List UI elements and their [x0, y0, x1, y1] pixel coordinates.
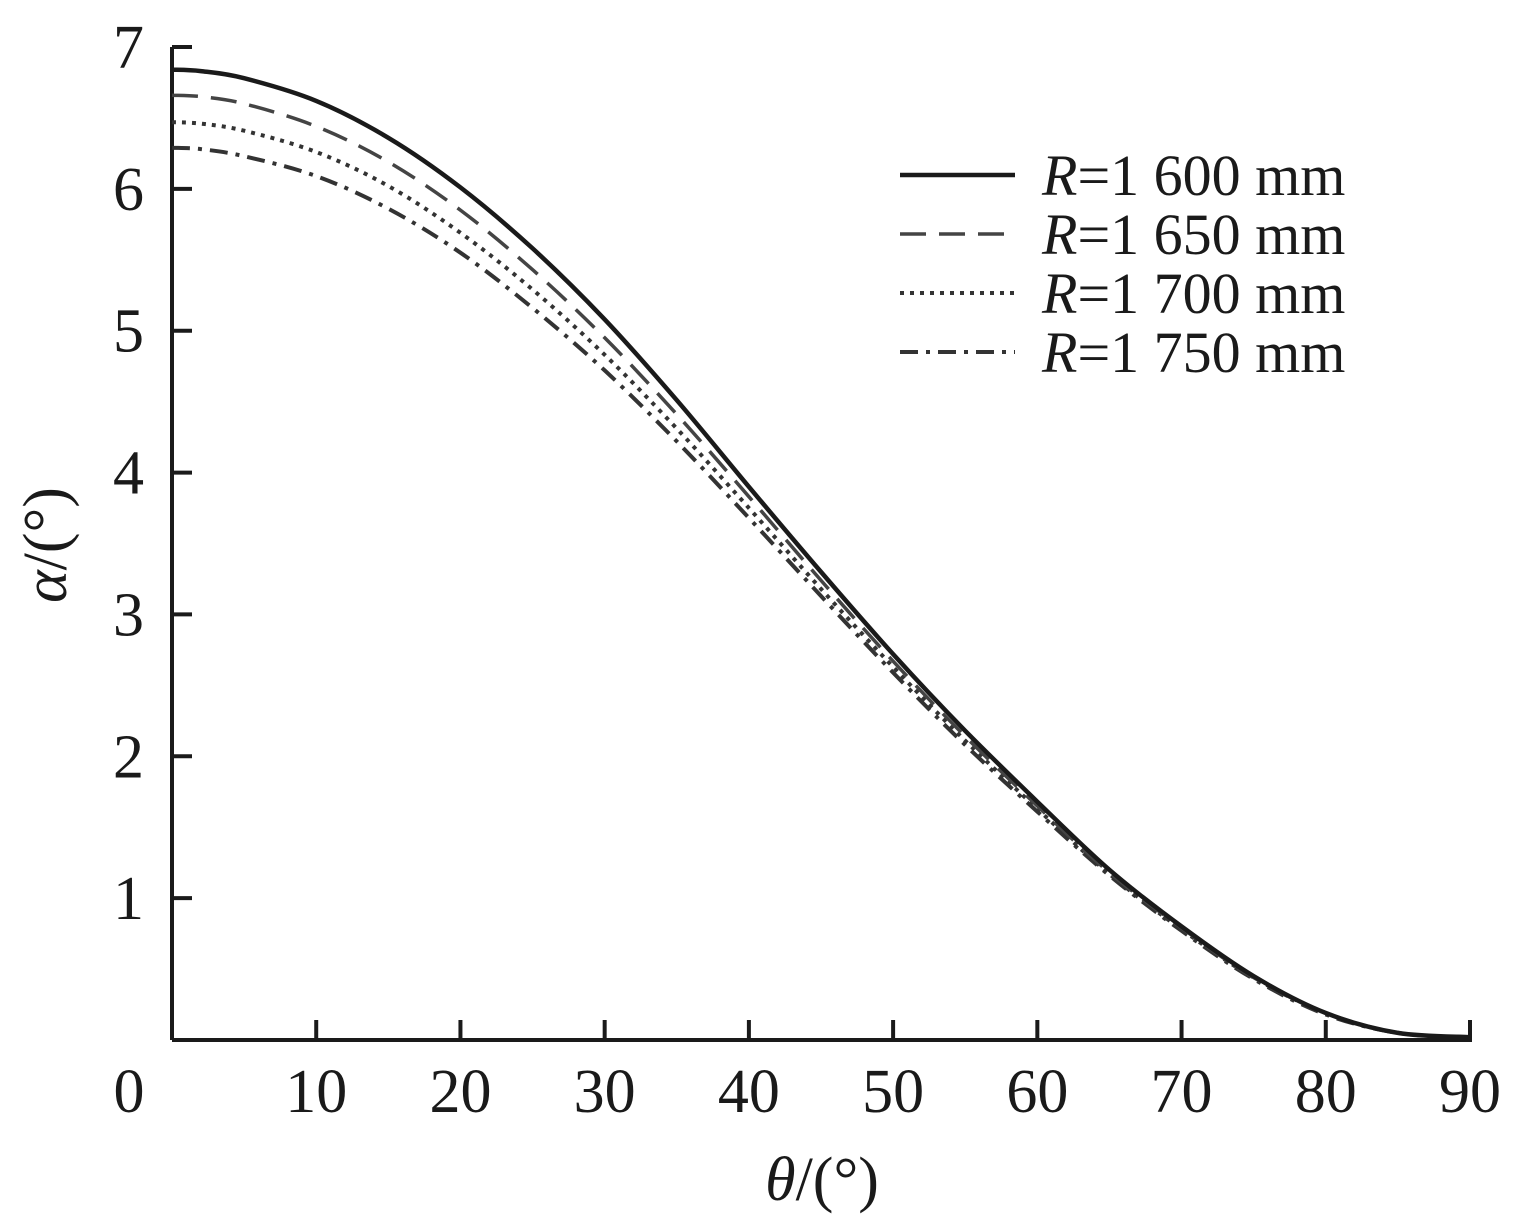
y-axis-unit: /(°)	[12, 487, 80, 570]
series-group	[171, 67, 1471, 1040]
legend-label-symbol: R	[1041, 261, 1077, 326]
x-tick-label: 90	[1439, 1058, 1501, 1126]
legend-label: R=1 700 mm	[1041, 261, 1345, 326]
x-tick-label: 20	[429, 1058, 491, 1126]
y-axis-symbol: α	[12, 569, 80, 603]
y-tick-label: 2	[113, 723, 144, 791]
y-axis-title: α/(°)	[12, 487, 80, 603]
x-tick-label: 60	[1006, 1058, 1068, 1126]
y-ticks: 1 2 3 4 5 6 7	[113, 14, 192, 933]
x-tick-label: 70	[1151, 1058, 1213, 1126]
x-ticks: 0 10 20 30 40 50 60 70 80 90	[114, 1020, 1501, 1126]
axes	[170, 47, 1472, 1042]
legend-label-value: =1 750 mm	[1077, 320, 1345, 385]
y-tick-label: 5	[113, 298, 144, 366]
y-tick-label: 6	[113, 156, 144, 224]
series-line-3	[171, 120, 1471, 1040]
y-tick-label: 7	[113, 14, 144, 82]
x-axis-unit: /(°)	[796, 1146, 879, 1214]
legend-label-value: =1 650 mm	[1077, 202, 1345, 267]
y-tick-label: 1	[113, 865, 144, 933]
series-line-4	[171, 145, 1471, 1040]
legend-label-value: =1 700 mm	[1077, 261, 1345, 326]
x-tick-label: 0	[114, 1058, 145, 1126]
x-tick-label: 40	[718, 1058, 780, 1126]
x-axis-title: θ/(°)	[765, 1146, 879, 1214]
legend-label-value: =1 600 mm	[1077, 143, 1345, 208]
legend-label: R=1 650 mm	[1041, 202, 1345, 267]
legend: R=1 600 mmR=1 650 mmR=1 700 mmR=1 750 mm	[900, 143, 1345, 385]
legend-label-symbol: R	[1041, 320, 1077, 385]
legend-label: R=1 600 mm	[1041, 143, 1345, 208]
y-tick-label: 4	[113, 440, 144, 508]
legend-label-symbol: R	[1041, 143, 1077, 208]
legend-label-symbol: R	[1041, 202, 1077, 267]
x-tick-label: 10	[285, 1058, 347, 1126]
x-tick-label: 50	[862, 1058, 924, 1126]
x-axis-symbol: θ	[765, 1146, 795, 1214]
x-tick-label: 30	[574, 1058, 636, 1126]
legend-label: R=1 750 mm	[1041, 320, 1345, 385]
series-line-2	[171, 93, 1471, 1039]
x-tick-label: 80	[1295, 1058, 1357, 1126]
y-tick-label: 3	[113, 581, 144, 649]
series-line-1	[171, 67, 1471, 1040]
